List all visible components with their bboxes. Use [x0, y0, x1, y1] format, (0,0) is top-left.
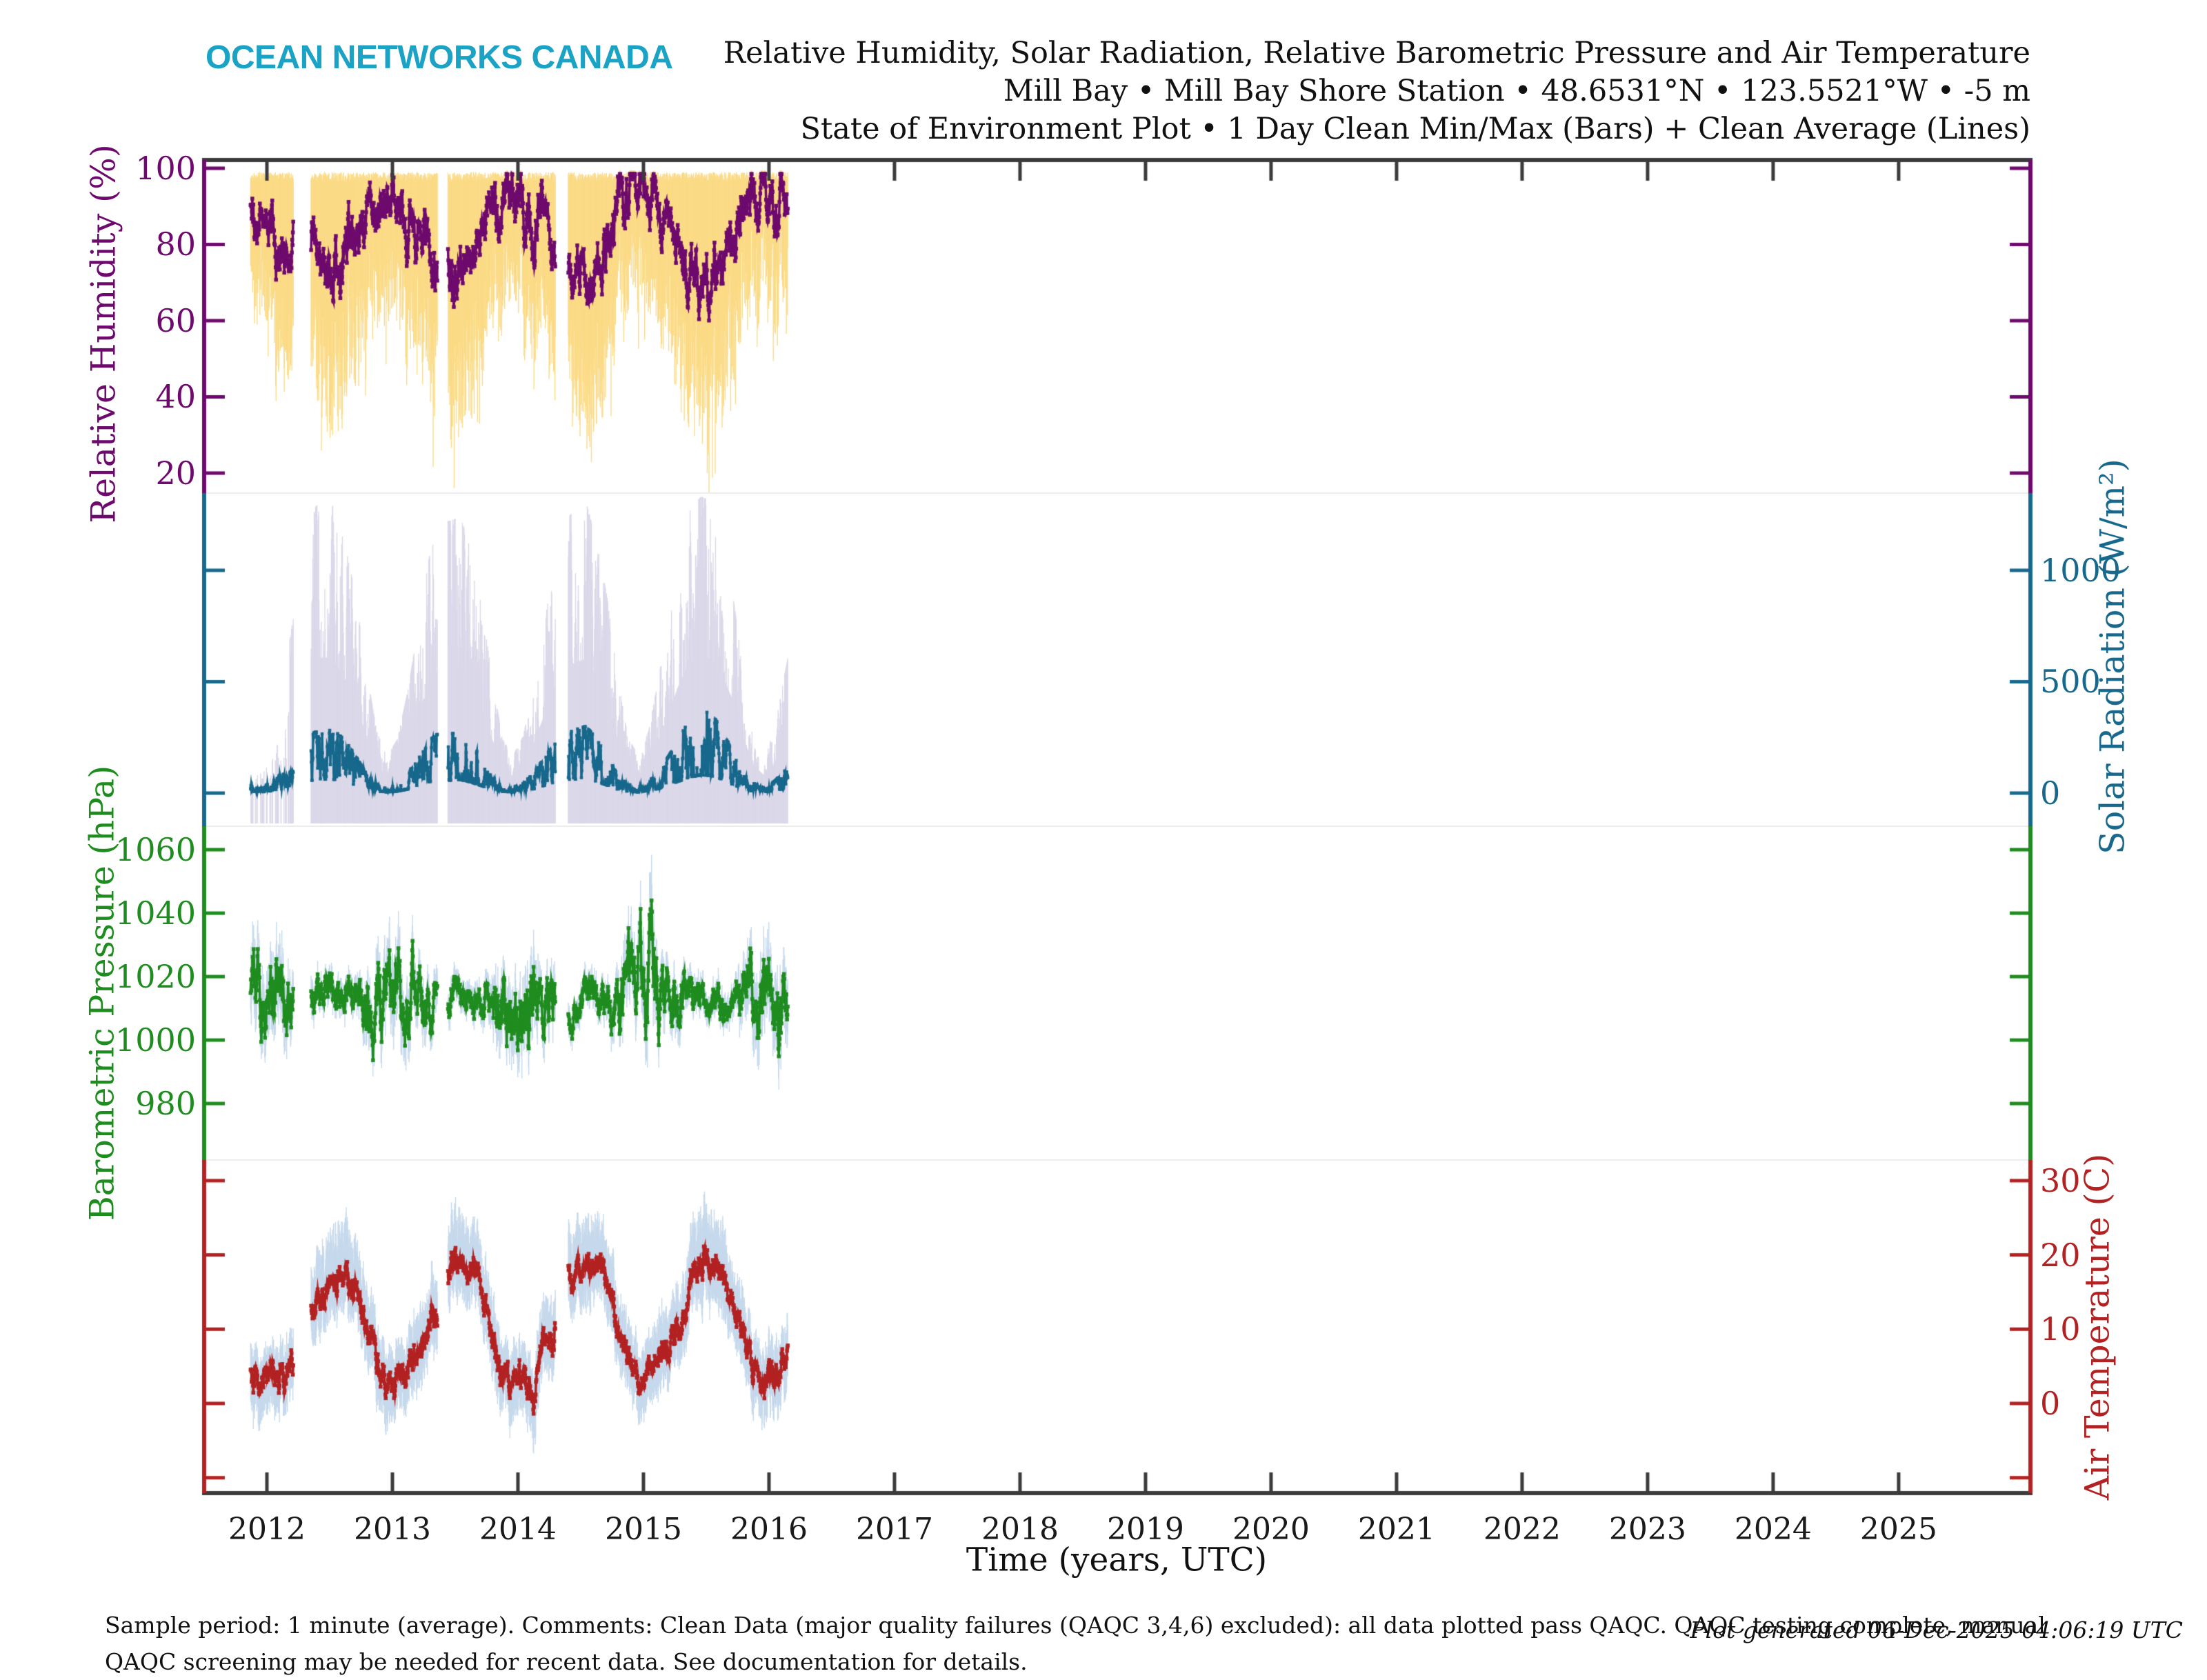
solar-axis-label: Solar Radiation (W/m²) — [2093, 459, 2133, 854]
temperature-tick-label: 30 — [2040, 1161, 2081, 1199]
solar-tick-label: 0 — [2040, 774, 2061, 812]
x-tick-label: 2012 — [228, 1512, 306, 1547]
footer-line2: QAQC screening may be needed for recent … — [105, 1648, 1028, 1675]
x-tick-label: 2015 — [604, 1512, 682, 1547]
x-tick-label: 2014 — [479, 1512, 557, 1547]
x-tick-label: 2013 — [353, 1512, 431, 1547]
humidity-tick-label: 40 — [155, 378, 196, 416]
x-tick-label: 2022 — [1483, 1512, 1561, 1547]
x-tick-label: 2019 — [1106, 1512, 1184, 1547]
x-tick-label: 2020 — [1232, 1512, 1310, 1547]
humidity-tick-label: 60 — [155, 301, 196, 339]
x-tick-label: 2016 — [730, 1512, 808, 1547]
pressure-tick-label: 1040 — [114, 894, 196, 932]
temperature-tick-label: 10 — [2040, 1310, 2081, 1348]
xaxis-label: Time (years, UTC) — [966, 1541, 1268, 1579]
x-tick-label: 2018 — [981, 1512, 1059, 1547]
plot-titles: Relative Humidity, Solar Radiation, Rela… — [723, 34, 2030, 148]
temperature-tick-label: 0 — [2040, 1385, 2061, 1422]
humidity-tick-label: 100 — [135, 149, 196, 187]
solar-tick-label: 1000 — [2040, 551, 2121, 589]
generated-timestamp: Plot generated 06-Dec-2025 04:06:19 UTC — [1690, 1617, 2183, 1643]
pressure-tick-label: 1000 — [114, 1021, 196, 1059]
plot-title-line3: State of Environment Plot • 1 Day Clean … — [800, 112, 2031, 146]
x-tick-label: 2024 — [1734, 1512, 1812, 1547]
plot-title-line2: Mill Bay • Mill Bay Shore Station • 48.6… — [1003, 74, 2030, 108]
humidity-tick-label: 20 — [155, 454, 196, 492]
onc-logo: OCEAN NETWORKS CANADA — [206, 39, 673, 76]
x-tick-label: 2025 — [1859, 1512, 1937, 1547]
x-tick-label: 2017 — [855, 1512, 933, 1547]
plot-title-line1: Relative Humidity, Solar Radiation, Rela… — [723, 36, 2030, 70]
pressure-tick-label: 1060 — [114, 831, 196, 869]
temperature-axis-label: Air Temperature (C) — [2077, 1153, 2117, 1501]
solar-tick-label: 500 — [2040, 663, 2101, 701]
footer-line1: Sample period: 1 minute (average). Comme… — [105, 1612, 2046, 1639]
humidity-tick-label: 80 — [155, 226, 196, 263]
x-tick-label: 2023 — [1608, 1512, 1686, 1547]
temperature-tick-label: 20 — [2040, 1236, 2081, 1274]
x-tick-label: 2021 — [1357, 1512, 1435, 1547]
pressure-tick-label: 980 — [135, 1085, 196, 1123]
humidity-axis-label: Relative Humidity (%) — [83, 144, 123, 523]
pressure-tick-label: 1020 — [114, 958, 196, 996]
